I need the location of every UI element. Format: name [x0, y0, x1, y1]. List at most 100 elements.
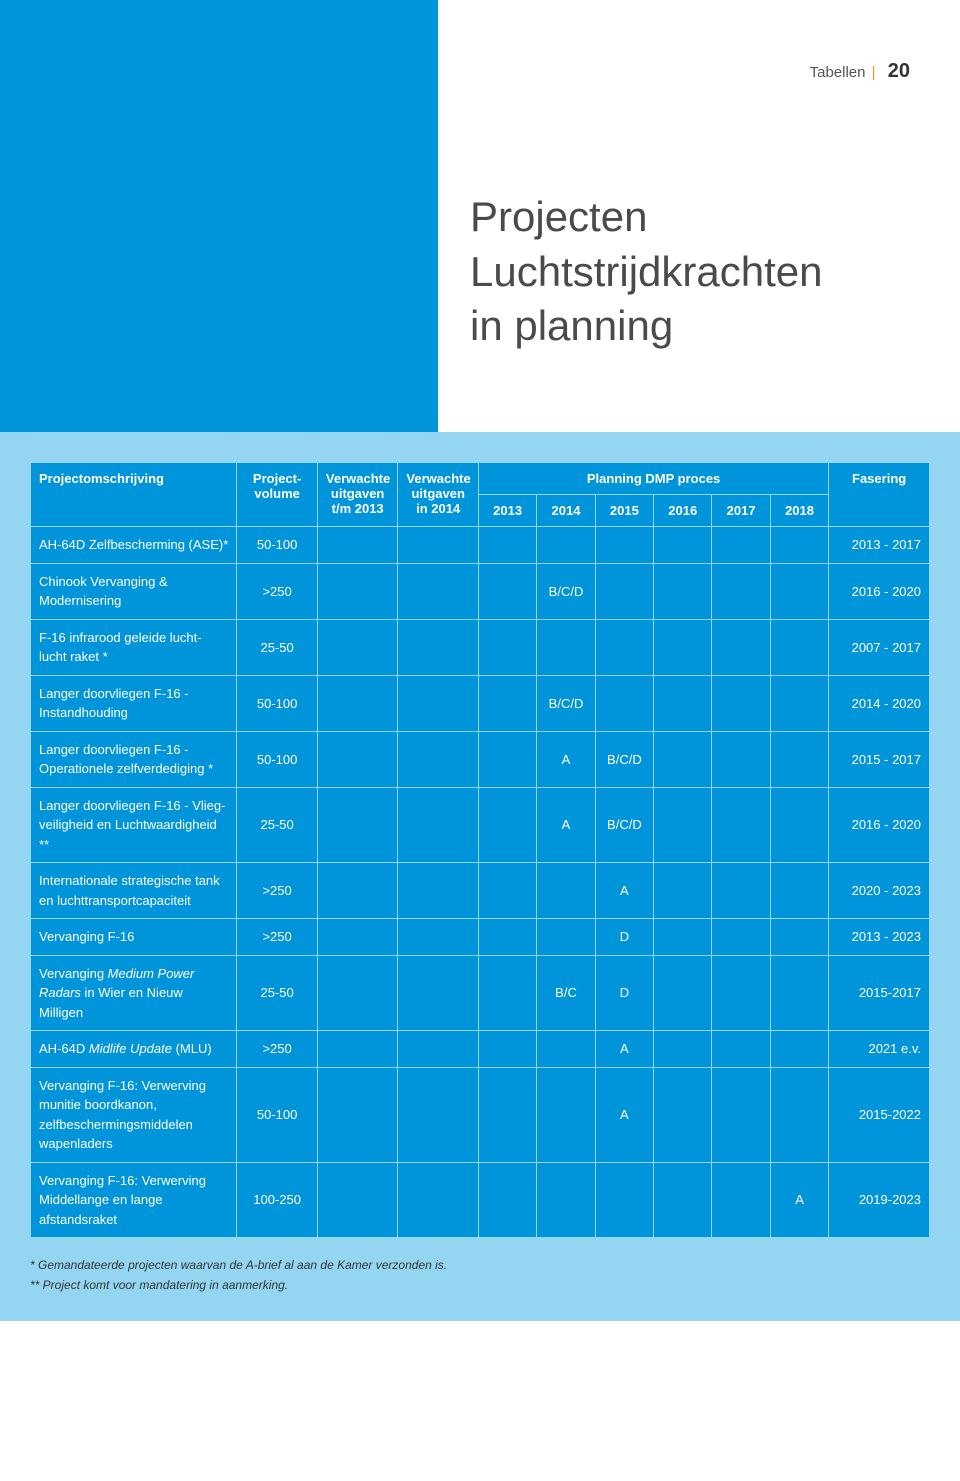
cell-y2014 [537, 1162, 595, 1238]
cell-y2015: D [595, 955, 653, 1031]
cell-y2014 [537, 527, 595, 564]
cell-exp-2013 [317, 731, 398, 787]
cell-exp-2014 [398, 919, 479, 956]
col-year-2015: 2015 [595, 495, 653, 527]
col-year-2016: 2016 [654, 495, 712, 527]
cell-y2015: A [595, 1031, 653, 1068]
cell-fasering: 2013 - 2017 [829, 527, 930, 564]
page-number: 20 [888, 60, 910, 82]
cell-y2016 [654, 1162, 712, 1238]
col-year-2014: 2014 [537, 495, 595, 527]
cell-y2013 [478, 563, 536, 619]
cell-exp-2013 [317, 919, 398, 956]
cell-fasering: 2015-2017 [829, 955, 930, 1031]
cell-y2017 [712, 731, 770, 787]
cell-y2017 [712, 863, 770, 919]
title-line-3: in planning [470, 299, 823, 354]
col-e14-l2: uitgaven [411, 486, 464, 501]
cell-description: Vervanging F-16: Verwerving munitie boor… [31, 1067, 237, 1162]
cell-fasering: 2021 e.v. [829, 1031, 930, 1068]
cell-exp-2013 [317, 1067, 398, 1162]
cell-volume: 50-100 [237, 731, 318, 787]
cell-y2018 [770, 863, 828, 919]
cell-y2014: A [537, 731, 595, 787]
col-e14-l1: Verwachte [406, 471, 470, 486]
cell-y2016 [654, 1031, 712, 1068]
cell-y2016 [654, 563, 712, 619]
col-expected-2014: Verwachte uitgaven in 2014 [398, 463, 479, 527]
cell-y2016 [654, 619, 712, 675]
cell-y2016 [654, 1067, 712, 1162]
cell-y2018 [770, 675, 828, 731]
cell-description: Langer doorvliegen F-16 - Vlieg-veilighe… [31, 787, 237, 863]
cell-y2014 [537, 1067, 595, 1162]
cell-fasering: 2014 - 2020 [829, 675, 930, 731]
col-e13-l2: uitgaven [331, 486, 384, 501]
cell-y2016 [654, 863, 712, 919]
cell-exp-2013 [317, 527, 398, 564]
cell-y2013 [478, 527, 536, 564]
col-year-2018: 2018 [770, 495, 828, 527]
cell-y2018 [770, 1067, 828, 1162]
cell-exp-2014 [398, 955, 479, 1031]
col-e14-l3: in 2014 [416, 501, 460, 516]
cell-fasering: 2015 - 2017 [829, 731, 930, 787]
cell-y2014: B/C/D [537, 675, 595, 731]
cell-volume: 100-250 [237, 1162, 318, 1238]
cell-volume: 50-100 [237, 1067, 318, 1162]
cell-fasering: 2019-2023 [829, 1162, 930, 1238]
cell-y2015: B/C/D [595, 731, 653, 787]
table-row: Vervanging F-16: Verwerving munitie boor… [31, 1067, 930, 1162]
table-row: Vervanging F-16>250D2013 - 2023 [31, 919, 930, 956]
cell-y2015 [595, 1162, 653, 1238]
table-row: Vervanging F-16: Verwerving Middellange … [31, 1162, 930, 1238]
cell-fasering: 2013 - 2023 [829, 919, 930, 956]
cell-volume: >250 [237, 919, 318, 956]
cell-exp-2014 [398, 731, 479, 787]
cell-y2013 [478, 1067, 536, 1162]
cell-y2013 [478, 619, 536, 675]
cell-y2017 [712, 787, 770, 863]
cell-exp-2013 [317, 787, 398, 863]
col-e13-l1: Verwachte [326, 471, 390, 486]
cell-y2013 [478, 1031, 536, 1068]
col-e13-l3: t/m 2013 [332, 501, 384, 516]
header-separator: | [872, 64, 876, 81]
cell-description: Vervanging F-16 [31, 919, 237, 956]
col-vol-l1: Project- [253, 471, 301, 486]
table-body: AH-64D Zelfbescherming (ASE)* 50-100 2013 … [31, 527, 930, 1238]
cell-volume: 50-100 [237, 675, 318, 731]
cell-volume: >250 [237, 563, 318, 619]
cell-y2015: A [595, 1067, 653, 1162]
col-project-volume: Project- volume [237, 463, 318, 527]
table-row: Langer doorvliegen F-16 - Operationele z… [31, 731, 930, 787]
footnote-1: * Gemandateerde projecten waarvan de A-b… [30, 1256, 930, 1274]
cell-y2015 [595, 675, 653, 731]
cell-y2014 [537, 619, 595, 675]
cell-y2013 [478, 787, 536, 863]
table-row: Internationale strategische tank en luch… [31, 863, 930, 919]
cell-exp-2013 [317, 619, 398, 675]
cell-exp-2014 [398, 863, 479, 919]
table-row: Langer doorvliegen F-16 - Instandhouding… [31, 675, 930, 731]
cell-volume: >250 [237, 863, 318, 919]
cell-y2018 [770, 527, 828, 564]
cell-fasering: 2020 - 2023 [829, 863, 930, 919]
cell-y2013 [478, 919, 536, 956]
cell-exp-2014 [398, 619, 479, 675]
cell-y2013 [478, 955, 536, 1031]
cell-description: Langer doorvliegen F-16 - Operationele z… [31, 731, 237, 787]
cell-description: AH-64D Midlife Update (MLU) [31, 1031, 237, 1068]
cell-exp-2014 [398, 1067, 479, 1162]
content-panel: Projectomschrijving Project- volume Verw… [0, 432, 960, 1321]
cell-y2018 [770, 787, 828, 863]
cell-fasering: 2007 - 2017 [829, 619, 930, 675]
cell-y2016 [654, 787, 712, 863]
col-description: Projectomschrijving [31, 463, 237, 527]
title-line-2: Luchtstrijdkrachten [470, 245, 823, 300]
cell-description: AH-64D Zelfbescherming (ASE)* [31, 527, 237, 564]
cell-y2017 [712, 563, 770, 619]
table-row: AH-64D Midlife Update (MLU)>250A2021 e.v… [31, 1031, 930, 1068]
cell-fasering: 2016 - 2020 [829, 563, 930, 619]
cell-y2015 [595, 527, 653, 564]
